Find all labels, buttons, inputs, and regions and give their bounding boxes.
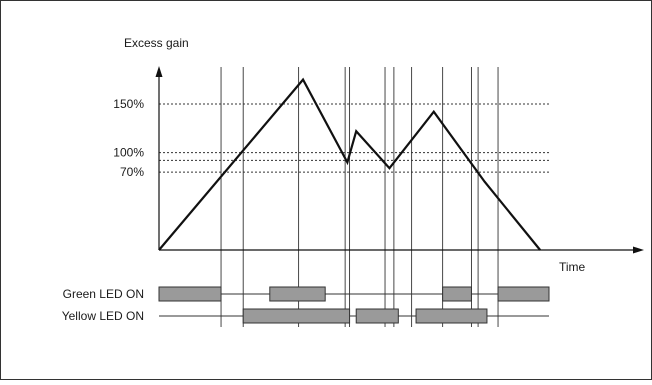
threshold-label-1: 100% bbox=[113, 146, 144, 160]
led-row-1-on-bar-2 bbox=[416, 309, 487, 323]
y-axis-arrowhead bbox=[156, 66, 163, 77]
led-row-0-on-bar-2 bbox=[443, 287, 472, 301]
y-axis-title: Excess gain bbox=[124, 36, 189, 50]
led-row-label-1: Yellow LED ON bbox=[62, 309, 144, 323]
x-axis-arrowhead bbox=[633, 247, 644, 254]
led-row-label-0: Green LED ON bbox=[63, 287, 144, 301]
threshold-label-3: 70% bbox=[120, 165, 144, 179]
x-axis-title: Time bbox=[559, 260, 586, 274]
led-row-0-on-bar-1 bbox=[270, 287, 325, 301]
threshold-label-0: 150% bbox=[113, 97, 144, 111]
led-row-0-on-bar-0 bbox=[159, 287, 221, 301]
led-row-0-on-bar-3 bbox=[498, 287, 549, 301]
led-row-1-on-bar-1 bbox=[356, 309, 398, 323]
led-row-1-on-bar-0 bbox=[243, 309, 349, 323]
